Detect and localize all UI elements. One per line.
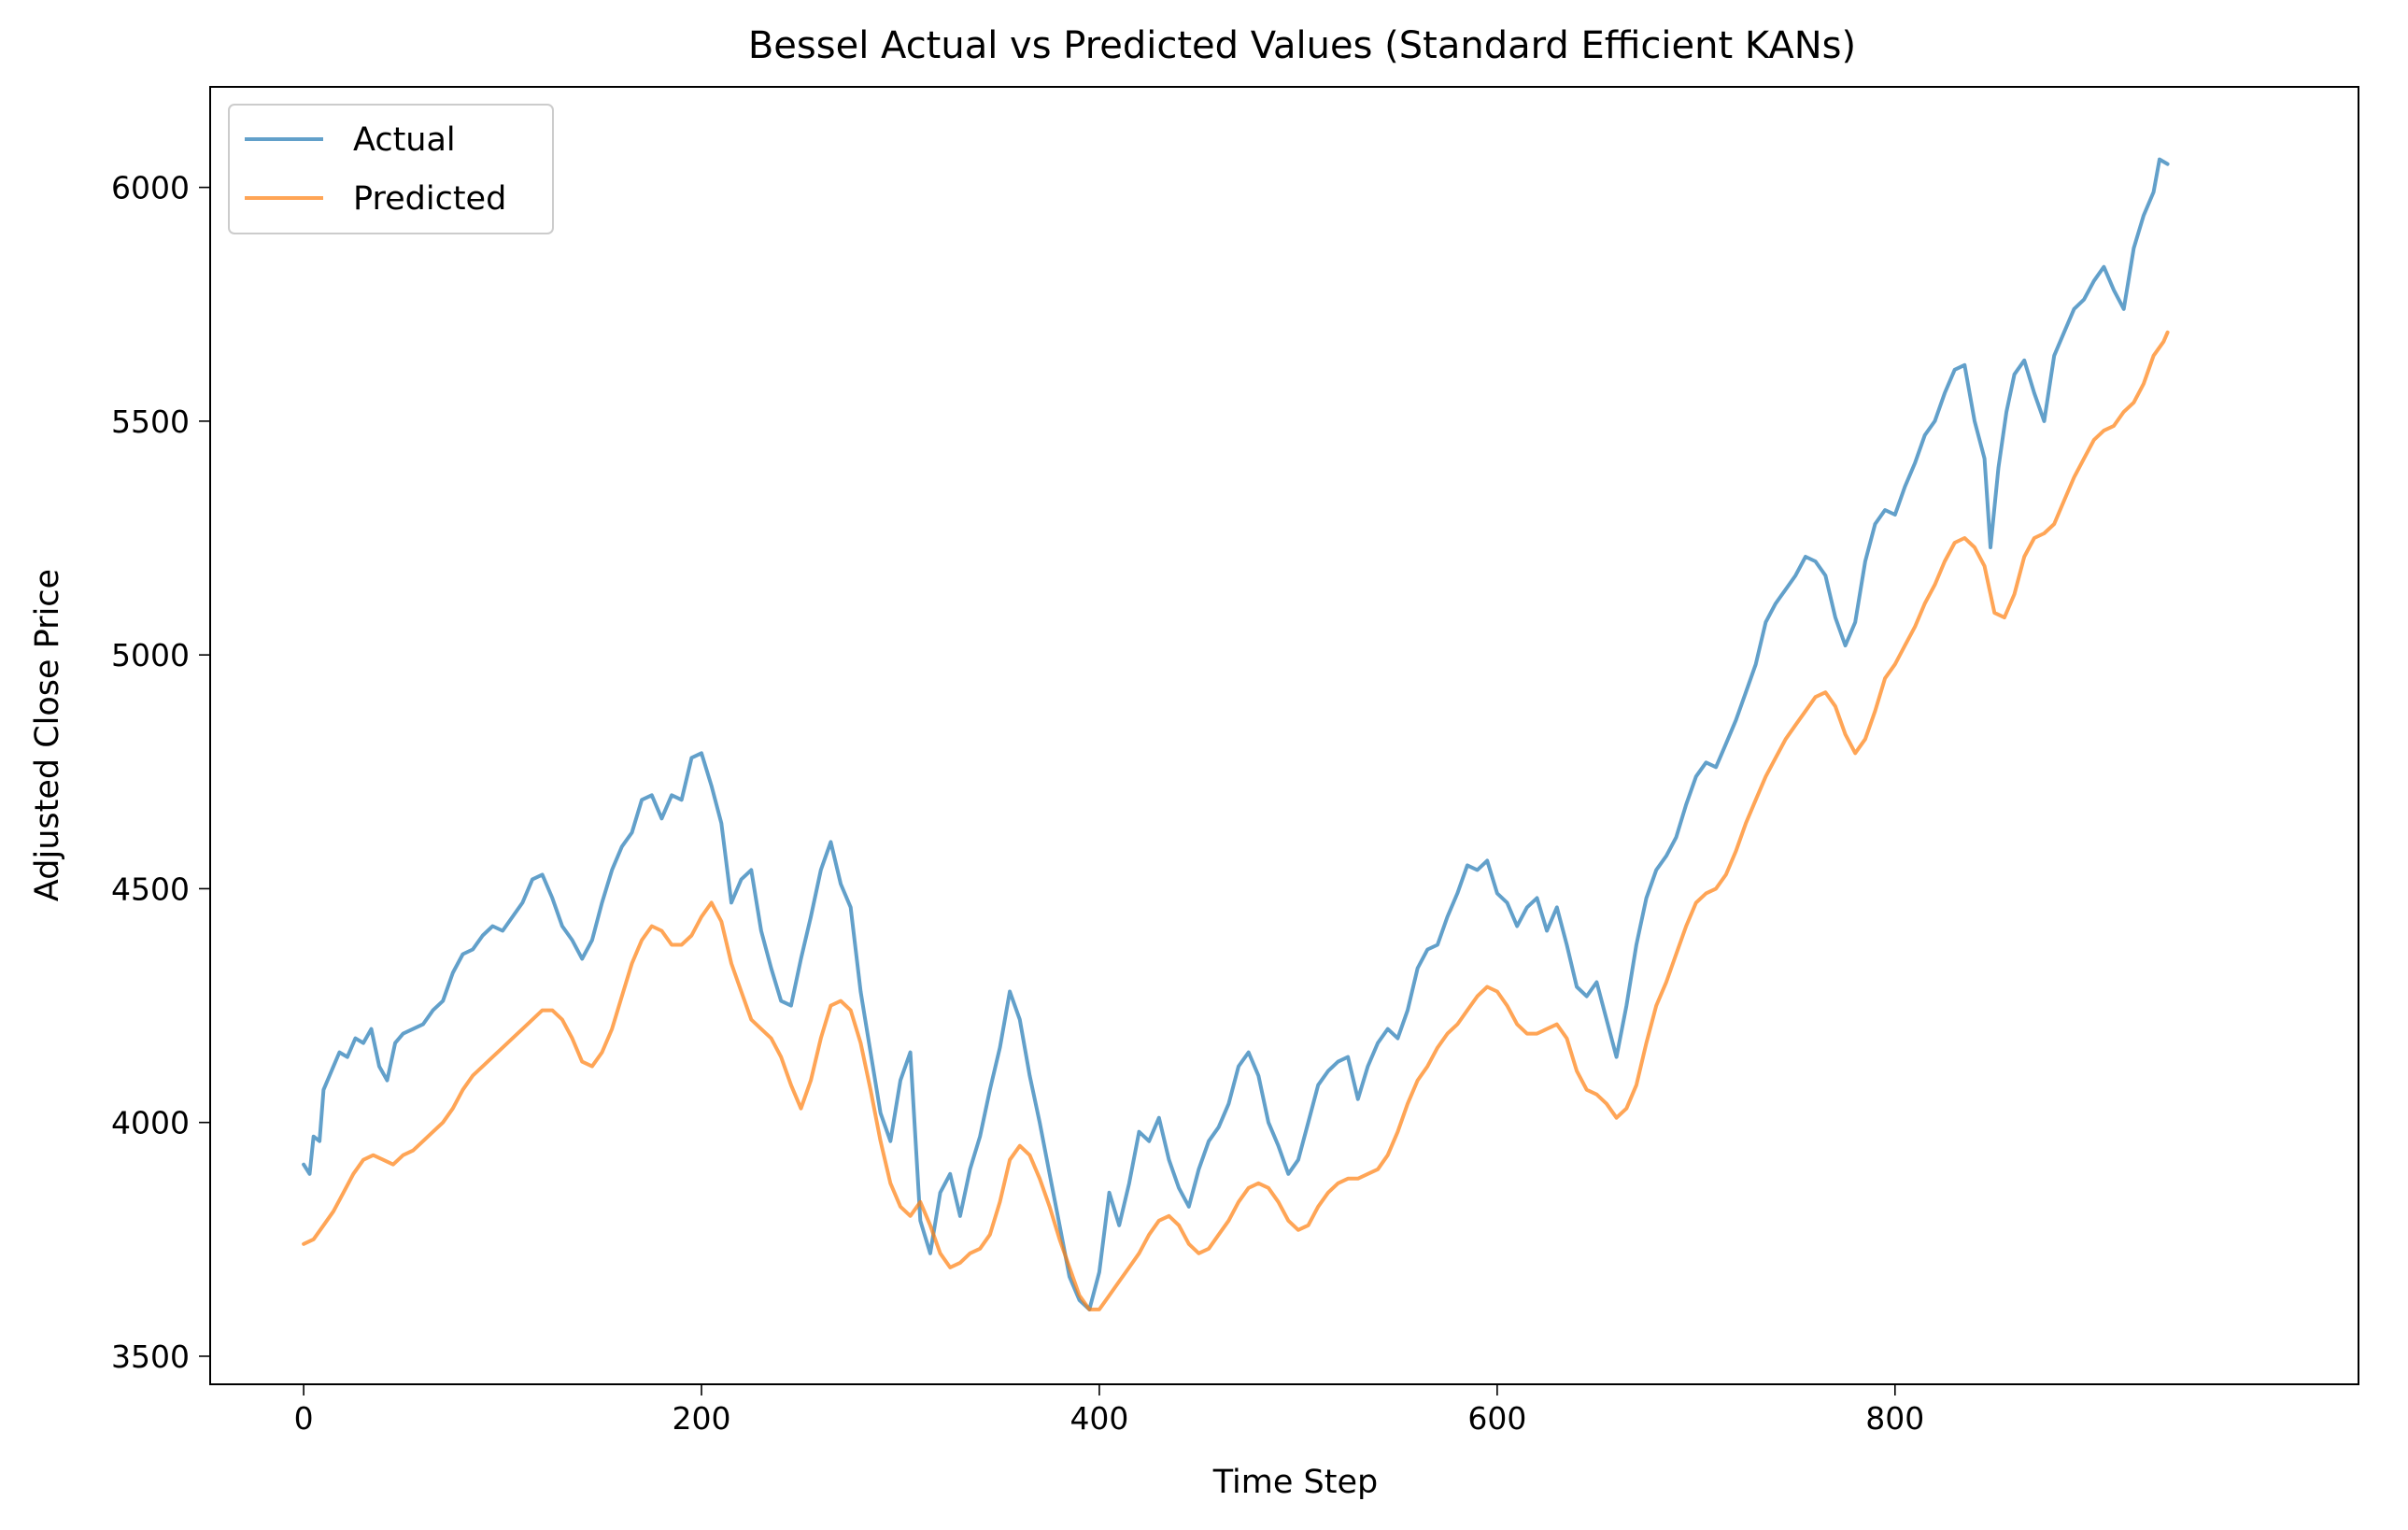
x-axis-label: Time Step — [1212, 1464, 1378, 1501]
y-tick-label: 4500 — [111, 871, 190, 907]
plot-frame — [209, 86, 2359, 1385]
x-tick-label: 800 — [1865, 1400, 1924, 1437]
y-axis-label: Adjusted Close Price — [29, 569, 66, 901]
plot-series-group — [302, 157, 2170, 1311]
x-tick-label: 200 — [673, 1400, 731, 1437]
legend: Actual Predicted — [228, 104, 554, 234]
y-tick-label: 4000 — [111, 1105, 190, 1141]
x-tick-label: 400 — [1069, 1400, 1128, 1437]
x-tick-label: 600 — [1467, 1400, 1526, 1437]
x-tick-label: 0 — [294, 1400, 314, 1437]
y-axis-ticks: 3500 4000 4500 5000 5500 6000 — [111, 170, 210, 1375]
y-tick-label: 5000 — [111, 637, 190, 673]
legend-label-predicted: Predicted — [353, 180, 506, 218]
series-line-actual — [302, 157, 2170, 1311]
x-axis-ticks: 0 200 400 600 800 — [294, 1384, 1924, 1437]
series-line-predicted — [302, 330, 2170, 1311]
y-tick-label: 3500 — [111, 1339, 190, 1375]
y-tick-label: 6000 — [111, 170, 190, 206]
legend-box — [228, 104, 554, 234]
y-tick-label: 5500 — [111, 404, 190, 440]
legend-label-actual: Actual — [353, 121, 456, 159]
chart-title: Bessel Actual vs Predicted Values (Stand… — [748, 24, 1856, 67]
